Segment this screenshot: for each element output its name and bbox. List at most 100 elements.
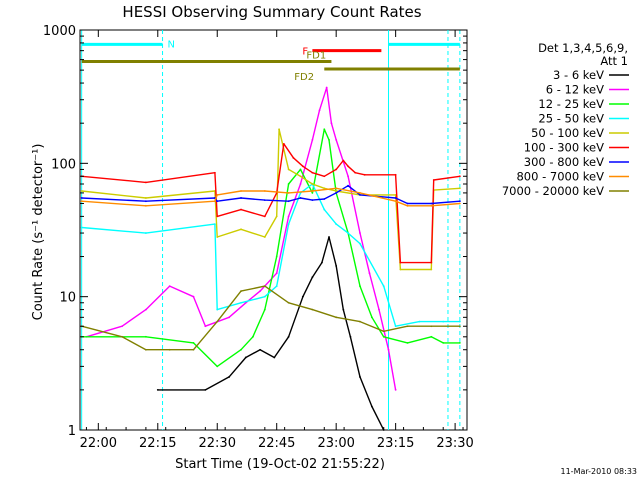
data-point-7-6: [287, 192, 290, 194]
data-point-4-11: [323, 187, 326, 190]
flag-label-FD1: FD1: [306, 51, 326, 62]
x-tick-label-1: 22:15: [139, 436, 176, 451]
data-point-4-9: [299, 175, 302, 178]
data-point-6-4: [240, 197, 242, 199]
data-point-2-15: [359, 285, 361, 288]
data-point-4-16: [430, 268, 433, 271]
data-point-8-5: [216, 320, 219, 323]
data-point-6-8: [311, 199, 314, 201]
data-point-5-12: [335, 168, 338, 171]
series-line-5: [81, 143, 460, 264]
legend-label-5: 100 - 300 keV: [524, 141, 604, 155]
data-point-6-14: [406, 202, 409, 205]
data-point-0-6: [287, 335, 290, 338]
data-point-4-1: [144, 197, 147, 199]
data-point-5-14: [347, 165, 349, 168]
data-point-3-17: [442, 320, 445, 323]
data-point-3-7: [287, 223, 290, 226]
series-line-8: [81, 285, 460, 351]
data-point-7-4: [240, 190, 242, 192]
data-point-8-4: [192, 348, 195, 351]
data-point-2-6: [263, 308, 266, 311]
x-tick-label-3: 22:45: [258, 436, 295, 451]
data-point-1-20: [378, 308, 380, 311]
data-point-5-20: [432, 179, 435, 181]
data-point-5-2: [213, 171, 216, 174]
plot-frame: [79, 29, 468, 431]
data-point-4-15: [399, 268, 402, 271]
data-point-4-12: [335, 190, 338, 192]
data-point-1-13: [318, 109, 321, 112]
data-point-4-18: [458, 187, 461, 190]
data-point-8-14: [430, 325, 433, 328]
data-point-8-2: [144, 348, 147, 351]
timestamp: 11-Mar-2010 08:33: [561, 467, 638, 476]
data-point-5-7: [282, 142, 285, 145]
data-point-3-10: [323, 208, 326, 211]
data-point-5-3: [216, 215, 219, 218]
data-point-1-15: [330, 122, 333, 125]
data-point-3-14: [382, 285, 385, 288]
data-point-2-4: [240, 348, 242, 351]
data-point-8-8: [287, 301, 290, 304]
flag-label-N: N: [168, 39, 175, 50]
data-point-5-10: [311, 171, 314, 174]
data-point-6-15: [430, 202, 433, 205]
data-point-2-2: [192, 342, 195, 344]
y-tick-label-2: 100: [51, 157, 76, 172]
data-point-3-5: [263, 295, 266, 298]
data-point-3-0: [80, 226, 83, 229]
data-point-2-1: [144, 335, 147, 338]
data-point-5-15: [354, 171, 357, 174]
data-point-7-10: [394, 200, 397, 203]
data-point-6-12: [359, 193, 361, 196]
data-point-2-16: [370, 316, 373, 319]
data-point-3-1: [144, 232, 147, 234]
legend-header-0: Det 1,3,4,5,6,9,: [538, 41, 628, 55]
legend-header-1: Att 1: [600, 54, 628, 68]
data-point-5-5: [263, 215, 266, 218]
legend-label-4: 50 - 100 keV: [531, 126, 604, 140]
series-line-2: [81, 128, 460, 368]
data-point-1-14: [325, 86, 328, 89]
data-point-2-20: [442, 342, 445, 344]
data-point-5-21: [458, 175, 461, 178]
data-point-7-12: [430, 204, 433, 207]
y-tick-label-3: 1000: [43, 24, 76, 39]
data-point-7-0: [80, 200, 83, 203]
data-point-4-5: [263, 236, 266, 238]
data-point-0-3: [244, 356, 247, 359]
data-point-4-8: [287, 168, 290, 171]
data-point-1-2: [144, 308, 147, 311]
data-point-8-3: [168, 348, 171, 351]
data-point-6-1: [144, 200, 147, 203]
flag-label-F: F: [302, 47, 308, 58]
data-point-6-6: [287, 200, 290, 203]
data-point-2-10: [311, 192, 314, 194]
data-point-5-19: [430, 261, 433, 264]
data-point-7-8: [335, 187, 338, 190]
data-point-1-8: [259, 290, 261, 293]
data-point-0-11: [335, 265, 338, 267]
data-point-8-10: [335, 316, 338, 319]
data-point-8-1: [121, 335, 124, 338]
data-point-7-2: [213, 200, 216, 203]
data-point-2-8: [287, 183, 290, 185]
data-point-8-11: [359, 320, 361, 323]
data-point-0-8: [311, 276, 314, 279]
data-point-0-13: [349, 335, 352, 338]
data-point-7-1: [144, 204, 147, 207]
data-point-3-13: [359, 242, 361, 245]
data-point-3-16: [418, 320, 421, 323]
data-point-7-11: [406, 204, 409, 207]
data-point-1-11: [299, 183, 302, 185]
series-line-4: [81, 128, 460, 271]
data-point-8-9: [311, 308, 314, 311]
data-point-3-12: [347, 232, 349, 234]
data-point-1-9: [275, 272, 278, 275]
data-point-4-6: [275, 215, 278, 218]
data-point-3-6: [275, 285, 278, 288]
